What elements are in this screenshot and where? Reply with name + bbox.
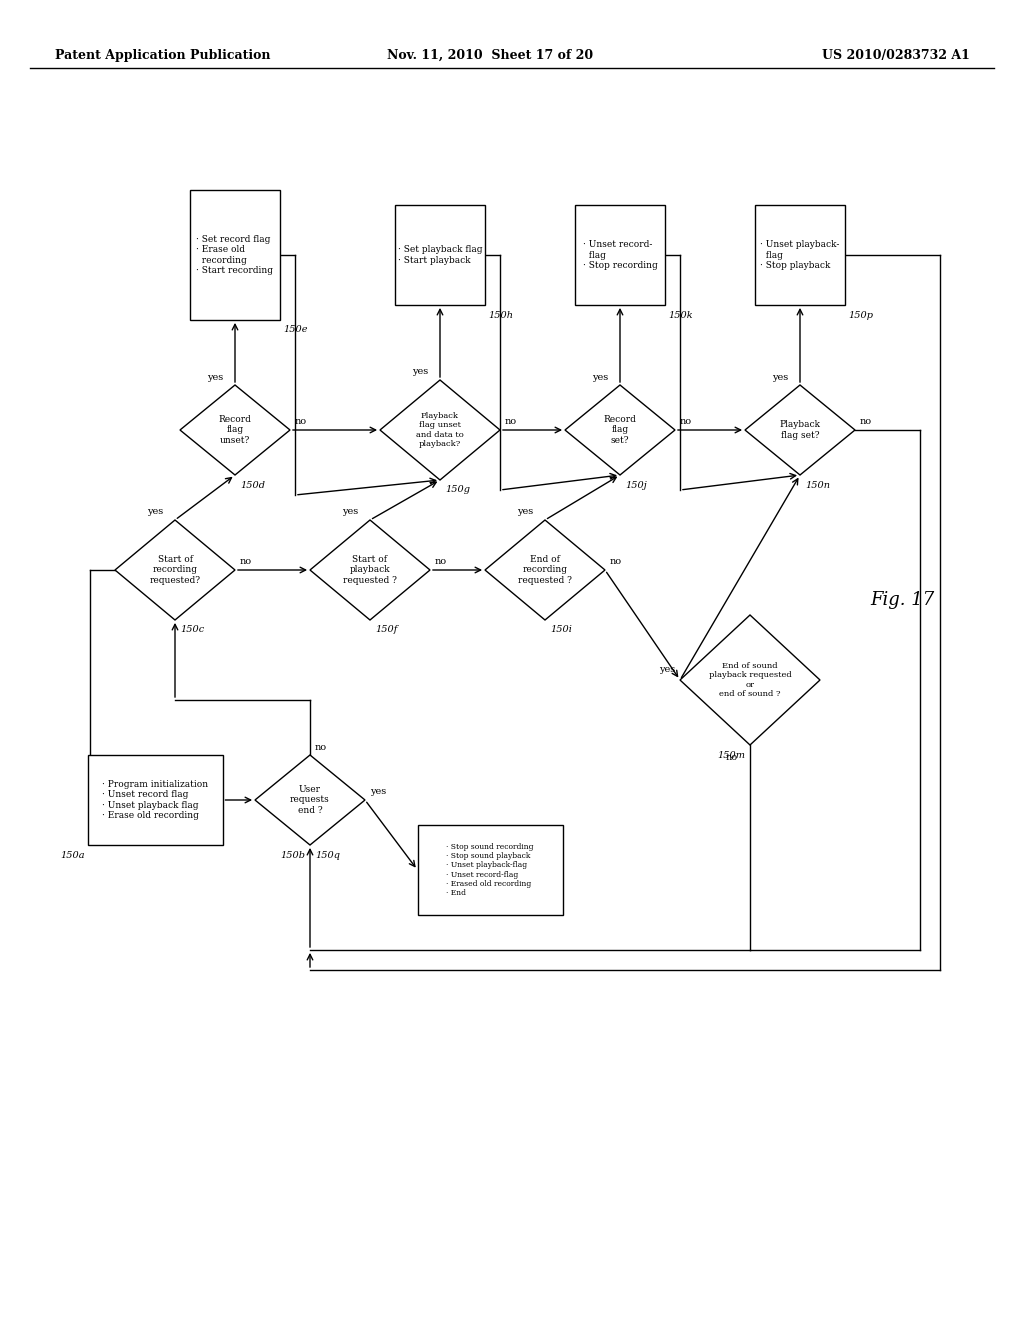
Text: yes: yes: [772, 372, 788, 381]
Text: End of
recording
requested ?: End of recording requested ?: [518, 556, 572, 585]
Polygon shape: [485, 520, 605, 620]
FancyBboxPatch shape: [190, 190, 280, 319]
Text: yes: yes: [592, 372, 608, 381]
FancyBboxPatch shape: [87, 755, 222, 845]
Text: yes: yes: [207, 372, 223, 381]
Text: 150n: 150n: [805, 480, 830, 490]
Text: US 2010/0283732 A1: US 2010/0283732 A1: [822, 49, 970, 62]
Text: yes: yes: [517, 507, 534, 516]
Text: 150i: 150i: [550, 626, 571, 635]
Text: 150b: 150b: [280, 850, 305, 859]
Text: 150p: 150p: [848, 310, 873, 319]
Text: 150h: 150h: [488, 310, 513, 319]
Text: · Unset playback-
  flag
· Stop playback: · Unset playback- flag · Stop playback: [760, 240, 840, 269]
Text: · Unset record-
  flag
· Stop recording: · Unset record- flag · Stop recording: [583, 240, 657, 269]
Text: no: no: [610, 557, 623, 566]
Text: yes: yes: [146, 507, 163, 516]
FancyBboxPatch shape: [395, 205, 485, 305]
Text: 150e: 150e: [283, 326, 307, 334]
Text: End of sound
playback requested
or
end of sound ?: End of sound playback requested or end o…: [709, 663, 792, 698]
Polygon shape: [745, 385, 855, 475]
Text: yes: yes: [342, 507, 358, 516]
Text: yes: yes: [412, 367, 428, 376]
Text: Start of
recording
requested?: Start of recording requested?: [150, 556, 201, 585]
Text: 150m: 150m: [717, 751, 745, 759]
Text: 150q: 150q: [315, 850, 340, 859]
Text: no: no: [505, 417, 517, 426]
Polygon shape: [180, 385, 290, 475]
Text: no: no: [435, 557, 447, 566]
Polygon shape: [255, 755, 365, 845]
Text: no: no: [726, 752, 738, 762]
Text: no: no: [295, 417, 307, 426]
Text: · Stop sound recording
· Stop sound playback
· Unset playback-flag
· Unset recor: · Stop sound recording · Stop sound play…: [446, 843, 534, 898]
Polygon shape: [115, 520, 234, 620]
Text: · Set playback flag
· Start playback: · Set playback flag · Start playback: [397, 246, 482, 265]
FancyBboxPatch shape: [418, 825, 562, 915]
FancyBboxPatch shape: [755, 205, 845, 305]
Text: Fig. 17: Fig. 17: [870, 591, 934, 609]
Text: Record
flag
unset?: Record flag unset?: [218, 414, 252, 445]
Text: · Set record flag
· Erase old
  recording
· Start recording: · Set record flag · Erase old recording …: [197, 235, 273, 275]
Text: Record
flag
set?: Record flag set?: [603, 414, 637, 445]
Text: Playback
flag set?: Playback flag set?: [779, 420, 820, 440]
Text: 150d: 150d: [240, 480, 265, 490]
Text: User
requests
end ?: User requests end ?: [290, 785, 330, 814]
Text: no: no: [315, 742, 327, 751]
Text: Start of
playback
requested ?: Start of playback requested ?: [343, 556, 397, 585]
Polygon shape: [680, 615, 820, 744]
Text: 150g: 150g: [445, 486, 470, 495]
Text: Patent Application Publication: Patent Application Publication: [55, 49, 270, 62]
Text: 150a: 150a: [59, 850, 85, 859]
Polygon shape: [565, 385, 675, 475]
Polygon shape: [310, 520, 430, 620]
Text: no: no: [860, 417, 872, 426]
Text: 150c: 150c: [180, 626, 204, 635]
Text: 150j: 150j: [625, 480, 647, 490]
Text: Nov. 11, 2010  Sheet 17 of 20: Nov. 11, 2010 Sheet 17 of 20: [387, 49, 593, 62]
Text: · Program initialization
· Unset record flag
· Unset playback flag
· Erase old r: · Program initialization · Unset record …: [102, 780, 208, 820]
Text: Playback
flag unset
and data to
playback?: Playback flag unset and data to playback…: [416, 412, 464, 447]
Text: 150f: 150f: [375, 626, 397, 635]
Text: yes: yes: [658, 665, 675, 675]
Text: no: no: [680, 417, 692, 426]
Text: 150k: 150k: [668, 310, 692, 319]
Text: yes: yes: [370, 788, 386, 796]
FancyBboxPatch shape: [575, 205, 665, 305]
Polygon shape: [380, 380, 500, 480]
Text: no: no: [240, 557, 252, 566]
